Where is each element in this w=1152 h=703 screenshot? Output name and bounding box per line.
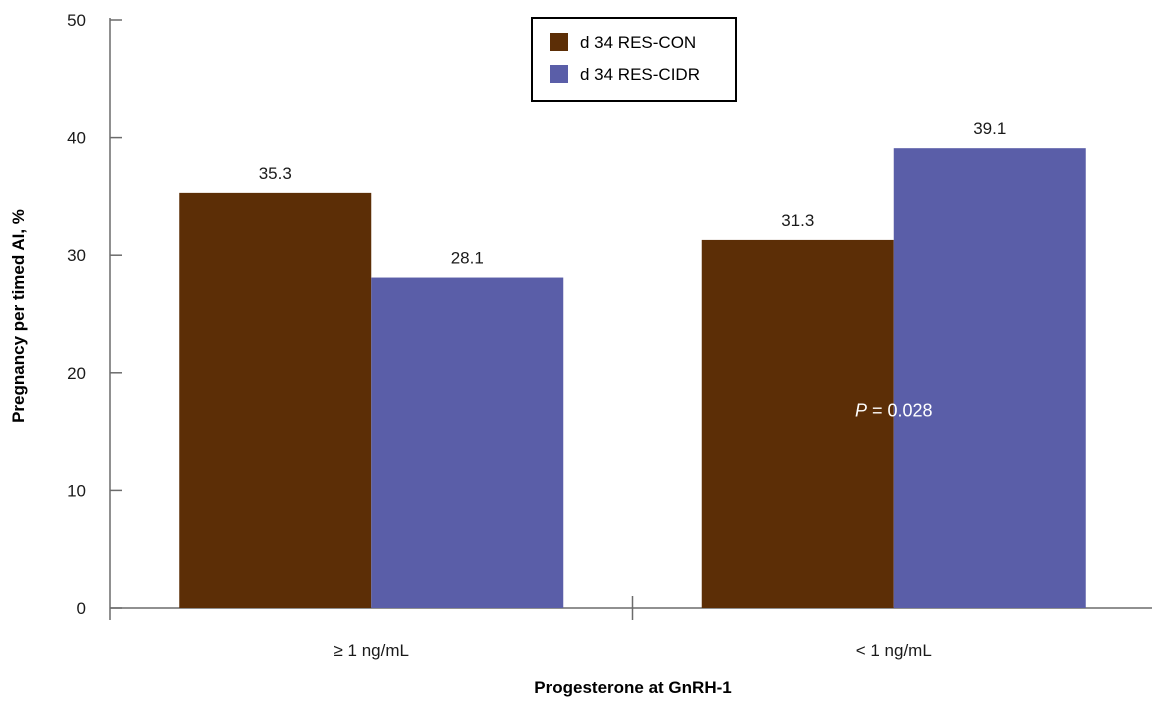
x-tick-label: < 1 ng/mL bbox=[856, 641, 932, 660]
y-tick-label: 30 bbox=[67, 246, 86, 265]
x-axis-title: Progesterone at GnRH-1 bbox=[534, 678, 731, 697]
y-tick-label: 0 bbox=[77, 599, 86, 618]
p-value-text: = 0.028 bbox=[867, 400, 933, 420]
x-tick-label: ≥ 1 ng/mL bbox=[334, 641, 409, 660]
y-tick-label: 40 bbox=[67, 129, 86, 148]
legend-label: d 34 RES-CIDR bbox=[580, 65, 700, 84]
legend-box bbox=[531, 17, 737, 102]
bar bbox=[701, 239, 894, 609]
legend-swatch bbox=[550, 33, 568, 51]
y-axis-title: Pregnancy per timed AI, % bbox=[9, 209, 28, 423]
bar bbox=[179, 192, 372, 608]
legend-swatch bbox=[550, 65, 568, 83]
bars: 35.3 28.1 31.3 39.1 bbox=[179, 119, 1086, 609]
bar-data-label: 28.1 bbox=[451, 249, 484, 268]
y-axis-ticks: 0 10 20 30 40 50 bbox=[67, 11, 122, 618]
p-value-annotation: P = 0.028 bbox=[855, 400, 933, 420]
p-value-symbol: P bbox=[855, 400, 867, 420]
bar-data-label: 35.3 bbox=[259, 164, 292, 183]
y-tick-label: 50 bbox=[67, 11, 86, 30]
bar bbox=[893, 148, 1086, 608]
legend: d 34 RES-CON d 34 RES-CIDR bbox=[531, 17, 737, 102]
legend-label: d 34 RES-CON bbox=[580, 33, 696, 52]
bar-data-label: 31.3 bbox=[781, 211, 814, 230]
y-tick-label: 10 bbox=[67, 481, 86, 500]
y-tick-label: 20 bbox=[67, 364, 86, 383]
bar bbox=[371, 277, 564, 608]
x-axis-ticks: ≥ 1 ng/mL < 1 ng/mL bbox=[334, 596, 932, 660]
bar-data-label: 39.1 bbox=[973, 119, 1006, 138]
